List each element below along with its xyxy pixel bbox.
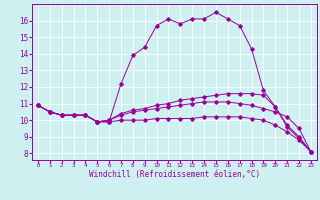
X-axis label: Windchill (Refroidissement éolien,°C): Windchill (Refroidissement éolien,°C): [89, 170, 260, 179]
